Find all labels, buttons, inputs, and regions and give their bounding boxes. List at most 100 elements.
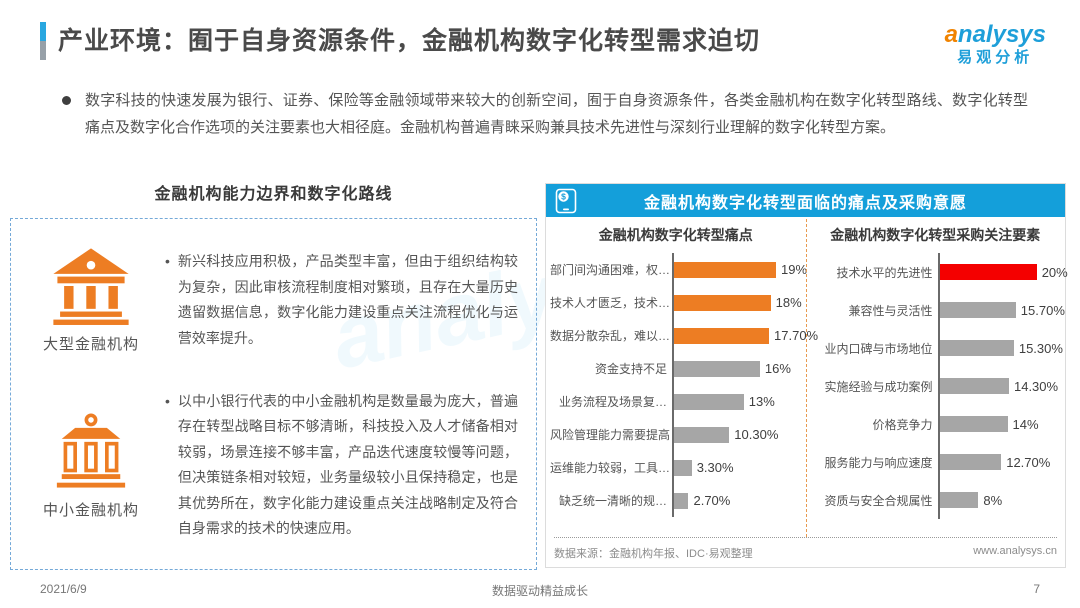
bar-area: 18%: [672, 286, 802, 319]
bar-area: 3.30%: [672, 451, 802, 484]
bar: [939, 492, 979, 508]
category-label: 运维能力较弱，工具…: [550, 461, 671, 475]
bar: [674, 261, 776, 278]
org-text-wrap: • 以中小银行代表的中小金融机构是数量最为庞大，普遍存在转型战略目标不够清晰，科…: [165, 389, 530, 542]
chart-row: 服务能力与响应速度 12.70%: [810, 443, 1062, 481]
list-item-small-institutions: 中小金融机构 • 以中小银行代表的中小金融机构是数量最为庞大，普遍存在转型战略目…: [17, 389, 530, 542]
bar-area: 2.70%: [672, 484, 802, 517]
bar-area: 10.30%: [672, 418, 802, 451]
footer-slogan: 数据驱动精益成长: [491, 584, 588, 598]
value-label: 10.30%: [734, 427, 779, 442]
chart-divider: [805, 219, 807, 537]
bar: [939, 302, 1016, 318]
category-label: 业务流程及场景复…: [558, 395, 667, 409]
chart-title: 金融机构数字化转型痛点: [598, 227, 753, 243]
bar: [939, 378, 1009, 394]
category-label: 价格竞争力: [872, 417, 933, 432]
category-label: 技术水平的先进性: [836, 265, 933, 280]
category-label: 数据分散杂乱，难以…: [550, 329, 671, 343]
analysys-logo: analysys 易观分析: [945, 21, 1046, 67]
bar: [939, 454, 1002, 470]
bar-area: 17.70%: [672, 319, 818, 352]
bar: [674, 294, 771, 311]
intro-paragraph: 数字科技的快速发展为银行、证券、保险等金融领域带来较大的创新空间，囿于自身资源条…: [62, 88, 1028, 141]
sub-bullet: •: [165, 253, 170, 270]
org-text-wrap: • 新兴科技应用积极，产品类型丰富，但由于组织结构较为复杂，因此审核流程制度相对…: [165, 249, 530, 351]
chart-row: 资金支持不足 16%: [550, 352, 802, 385]
category-label: 业内口碑与市场地位: [824, 341, 933, 356]
bar: [674, 327, 770, 344]
bar-area: 14%: [937, 405, 1062, 443]
chart-rows: 部门间沟通困难，权… 19% 技术人才匮乏，技术… 18% 数据分散杂乱，难以… 17.7…: [550, 253, 818, 517]
org-label: 中小金融机构: [42, 501, 139, 519]
bar-area: 15.30%: [937, 329, 1063, 367]
bar: [939, 416, 1008, 432]
panel-banner: $ 金融机构数字化转型面临的痛点及采购意愿: [546, 184, 1065, 217]
value-label: 20%: [1041, 264, 1068, 280]
value-label: 16%: [764, 361, 791, 376]
page-title: 产业环境：囿于自身资源条件，金融机构数字化转型需求迫切: [58, 27, 761, 55]
bar-area: 19%: [672, 253, 807, 286]
chart-row: 技术水平的先进性 20%: [810, 253, 1068, 291]
org-icon-column: 大型金融机构: [17, 247, 165, 354]
bar-area: 14.30%: [937, 367, 1062, 405]
category-label: 实施经验与成功案例: [824, 379, 933, 394]
source-row: 数据来源：金融机构年报、IDC·易观整理 www.analysys.cn: [554, 537, 1057, 561]
value-label: 15.30%: [1018, 340, 1063, 356]
chart-row: 业内口碑与市场地位 15.30%: [810, 329, 1063, 367]
panel-banner-title: 金融机构数字化转型面临的痛点及采购意愿: [643, 194, 967, 212]
mobile-payment-icon: $: [555, 188, 577, 213]
pain-points-chart: 金融机构数字化转型痛点 部门间沟通困难，权… 19% 技术人才匮乏，技术… 18% 数据…: [546, 225, 818, 519]
bar-area: 15.70%: [937, 291, 1065, 329]
sub-bullet: •: [165, 392, 170, 409]
value-label: 14%: [1012, 416, 1039, 432]
chart-row: 数据分散杂乱，难以… 17.70%: [550, 319, 818, 352]
bar-area: 13%: [672, 385, 802, 418]
chart-row: 业务流程及场景复… 13%: [550, 385, 802, 418]
value-label: 19%: [781, 262, 808, 277]
bar-area: 12.70%: [937, 443, 1062, 481]
title-accent-bar: [40, 22, 46, 60]
bar: [674, 426, 730, 443]
chart-row: 实施经验与成功案例 14.30%: [810, 367, 1062, 405]
value-label: 3.30%: [696, 460, 734, 475]
bar: [939, 264, 1037, 280]
list-item-large-institutions: 大型金融机构 • 新兴科技应用积极，产品类型丰富，但由于组织结构较为复杂，因此审…: [17, 247, 530, 354]
value-label: 18%: [775, 295, 802, 310]
bar-area: 8%: [937, 481, 1062, 519]
chart-row: 部门间沟通困难，权… 19%: [550, 253, 807, 286]
org-icon-column: 中小金融机构: [17, 411, 165, 520]
chart-rows: 技术水平的先进性 20% 兼容性与灵活性 15.70% 业内口碑与市场地位 15.30% 实…: [810, 253, 1068, 519]
bar: [939, 340, 1014, 356]
capability-panel: 金融机构能力边界和数字化路线: [10, 180, 537, 570]
category-label: 兼容性与灵活性: [848, 303, 933, 318]
chart-row: 运维能力较弱，工具… 3.30%: [550, 451, 802, 484]
small-bank-icon: [56, 413, 126, 488]
bar: [674, 459, 692, 476]
bullet-dot-icon: [62, 96, 71, 105]
chart-row: 技术人才匮乏，技术… 18%: [550, 286, 802, 319]
large-bank-icon: [53, 247, 129, 325]
website-link[interactable]: www.analysys.cn: [973, 545, 1057, 557]
value-label: 13%: [748, 394, 775, 409]
purchase-factors-chart: 金融机构数字化转型采购关注要素 技术水平的先进性 20% 兼容性与灵活性 15.70%…: [806, 225, 1068, 519]
title-wrap: 产业环境：囿于自身资源条件，金融机构数字化转型需求迫切: [40, 22, 760, 60]
category-label: 服务能力与响应速度: [824, 455, 933, 470]
data-source-note: 数据来源：金融机构年报、IDC·易观整理: [554, 548, 753, 560]
capability-panel-title: 金融机构能力边界和数字化路线: [154, 186, 393, 203]
banner-icon-box: $: [546, 188, 586, 214]
svg-text:$: $: [561, 191, 566, 201]
category-label: 资金支持不足: [594, 362, 667, 376]
value-label: 8%: [983, 492, 1003, 508]
capability-panel-box: 大型金融机构 • 新兴科技应用积极，产品类型丰富，但由于组织结构较为复杂，因此审…: [10, 218, 537, 570]
footer: 2021/6/9 数据驱动精益成长 7: [40, 582, 1040, 600]
category-label: 技术人才匮乏，技术…: [550, 296, 671, 310]
chart-title: 金融机构数字化转型采购关注要素: [830, 227, 1041, 243]
value-label: 2.70%: [693, 493, 731, 508]
value-label: 12.70%: [1006, 454, 1051, 470]
org-description: 以中小银行代表的中小金融机构是数量最为庞大，普遍存在转型战略目标不够清晰，科技投…: [177, 392, 518, 536]
bar: [674, 393, 744, 410]
bar-area: 20%: [937, 253, 1068, 291]
category-label: 风险管理能力需要提高: [550, 428, 671, 442]
